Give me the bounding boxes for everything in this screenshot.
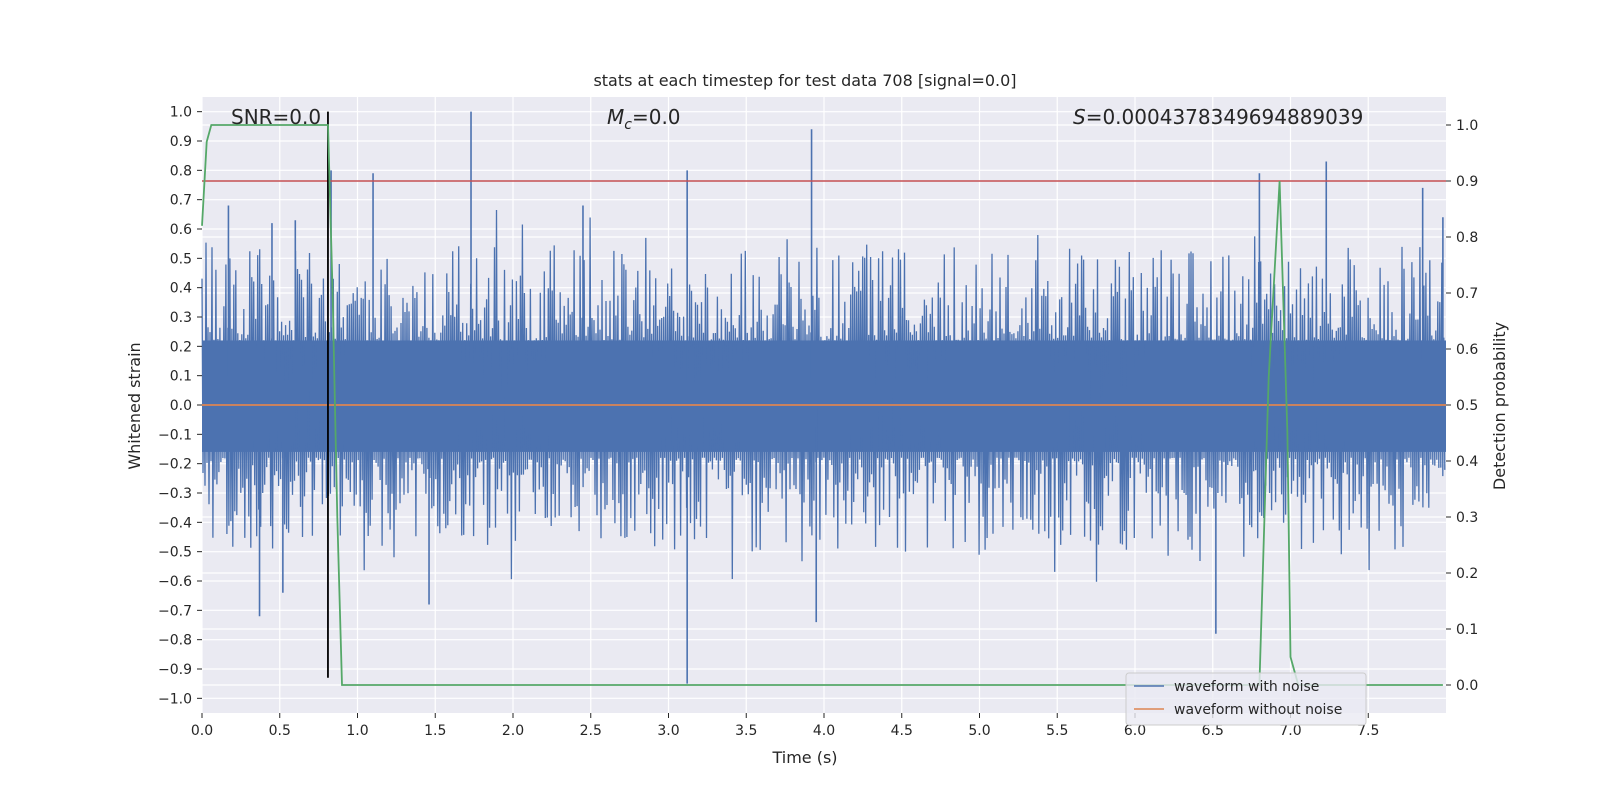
- chirp-mass-annotation: Mc=0.0: [607, 105, 681, 133]
- y-right-tick-label: 0.7: [1456, 286, 1478, 302]
- y-tick-label: 0.2: [170, 339, 192, 355]
- legend-frame: [1125, 672, 1367, 726]
- y-right-tick-label: 0.0: [1456, 678, 1478, 694]
- y-tick-label: −1.0: [158, 691, 192, 707]
- y-right-axis-label: Detection probability: [1490, 322, 1509, 490]
- y-tick-label: 0.9: [170, 134, 192, 150]
- y-right-tick-label: 0.8: [1456, 230, 1478, 246]
- y-tick-label: −0.2: [158, 457, 192, 473]
- y-tick-label: 0.7: [170, 193, 192, 209]
- chart-title: stats at each timestep for test data 708…: [593, 71, 1016, 90]
- x-tick-label: 5.5: [1046, 723, 1068, 739]
- snr-annotation: SNR=0.0: [231, 105, 321, 129]
- y-right-tick-label: 1.0: [1456, 118, 1478, 134]
- x-tick-label: 3.5: [735, 723, 757, 739]
- legend-label-noise: waveform with noise: [1174, 679, 1319, 695]
- x-tick-label: 6.0: [1124, 723, 1146, 739]
- x-tick-label: 1.5: [424, 723, 446, 739]
- y-axis-label: Whitened strain: [125, 342, 144, 469]
- y-tick-label: 0.1: [170, 369, 192, 385]
- y-tick-label: 0.3: [170, 310, 192, 326]
- x-tick-label: 1.0: [346, 723, 368, 739]
- y-right-tick-label: 0.4: [1456, 454, 1478, 470]
- y-right-tick-label: 0.2: [1456, 566, 1478, 582]
- x-tick-label: 2.5: [580, 723, 602, 739]
- y-right-tick-label: 0.5: [1456, 398, 1478, 414]
- x-tick-label: 3.0: [657, 723, 679, 739]
- x-axis-label: Time (s): [771, 748, 837, 767]
- y-tick-label: −0.5: [158, 545, 192, 561]
- x-tick-label: 2.0: [502, 723, 524, 739]
- y-tick-label: −0.3: [158, 486, 192, 502]
- s-statistic-symbol: S: [1073, 105, 1086, 129]
- chirp-mass-symbol: M: [607, 105, 624, 129]
- waveform-with-noise-series: [201, 111, 1446, 684]
- y-tick-label: −0.8: [158, 633, 192, 649]
- y-right-tick-label: 0.6: [1456, 342, 1478, 358]
- y-tick-label: −0.7: [158, 603, 192, 619]
- y-tick-label: −0.9: [158, 662, 192, 678]
- legend-label-clean: waveform without noise: [1174, 702, 1342, 718]
- chirp-mass-value: =0.0: [632, 105, 681, 129]
- x-tick-label: 6.5: [1202, 723, 1224, 739]
- legend: waveform with noise waveform without noi…: [1125, 672, 1367, 726]
- y-tick-label: −0.1: [158, 427, 192, 443]
- axis-ticks: 0.0 0.5 1.0 1.5 2.0 2.5 3.0 3.5 4.0 4.5 5.0 5.5 6.0 6…: [158, 105, 1478, 739]
- y-tick-label: 0.6: [170, 222, 192, 238]
- y-right-tick-label: 0.1: [1456, 622, 1478, 638]
- x-tick-label: 4.5: [891, 723, 913, 739]
- x-tick-label: 0.5: [269, 723, 291, 739]
- s-statistic-value: =0.0004378349694889039: [1086, 105, 1364, 129]
- noise-trace: [201, 209, 1446, 582]
- y-tick-label: 1.0: [170, 105, 192, 121]
- y-tick-label: 0.4: [170, 281, 192, 297]
- x-tick-label: 7.0: [1279, 723, 1301, 739]
- y-tick-label: 0.8: [170, 163, 192, 179]
- y-tick-label: 0.0: [170, 398, 192, 414]
- s-statistic-annotation: S=0.0004378349694889039: [1073, 105, 1363, 129]
- x-tick-label: 5.0: [968, 723, 990, 739]
- x-tick-label: 7.5: [1357, 723, 1379, 739]
- y-tick-label: −0.6: [158, 574, 192, 590]
- y-tick-label: 0.5: [170, 251, 192, 267]
- y-tick-label: −0.4: [158, 515, 192, 531]
- y-right-tick-label: 0.3: [1456, 510, 1478, 526]
- x-tick-label: 4.0: [813, 723, 835, 739]
- y-right-tick-label: 0.9: [1456, 174, 1478, 190]
- detection-probability-line: [201, 124, 1443, 686]
- x-tick-label: 0.0: [191, 723, 213, 739]
- chirp-mass-subscript: c: [624, 117, 632, 133]
